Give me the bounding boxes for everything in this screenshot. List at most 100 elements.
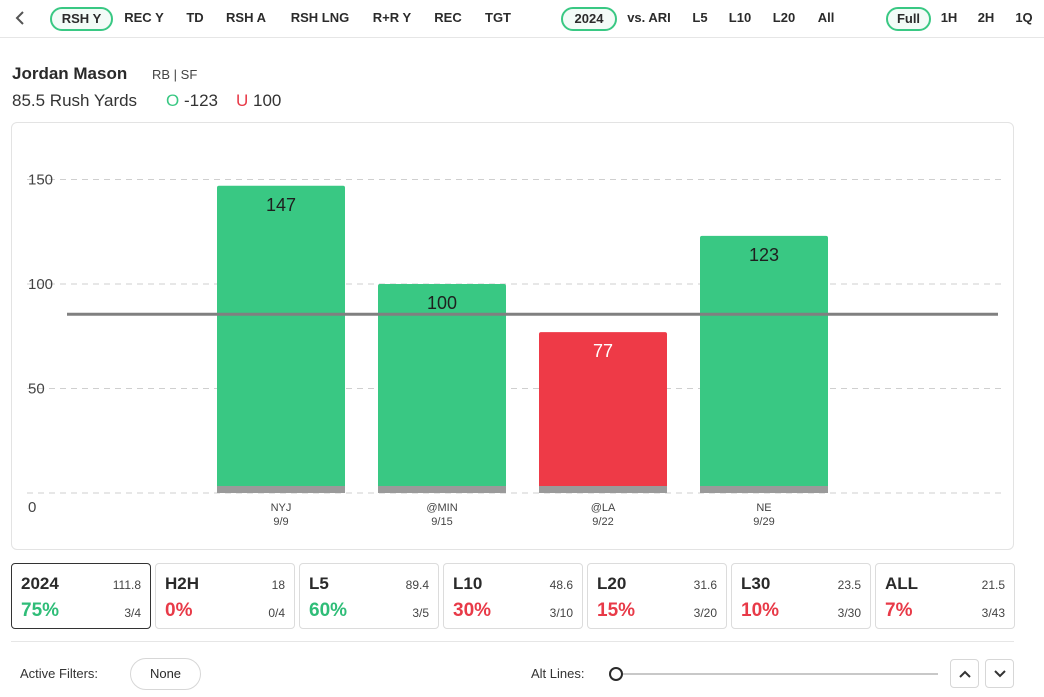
back-chevron-icon[interactable] — [10, 7, 30, 29]
bar-baseline — [217, 486, 345, 493]
x-category-label: @MIN — [426, 502, 457, 514]
stat-card-hit-rate: 60% — [309, 600, 348, 621]
alt-lines-slider-thumb[interactable] — [609, 667, 623, 681]
y-tick-label: 150 — [28, 172, 53, 189]
top-toolbar: RSH Y REC Y TD RSH A RSH LNG R+R Y REC T… — [0, 0, 1044, 38]
stat-card-fraction: 3/10 — [549, 606, 573, 620]
y-tick-label: 100 — [28, 276, 53, 293]
y-tick-label: 50 — [28, 381, 45, 398]
tab-r-plus-r-y[interactable]: R+R Y — [372, 10, 412, 25]
over-odds: O -123 — [166, 91, 218, 111]
under-odds: U 100 — [236, 91, 281, 111]
stat-card-hit-rate: 7% — [885, 600, 913, 621]
stat-card-l10[interactable]: L10 48.6 30% 3/10 — [443, 563, 583, 629]
x-date-label: 9/15 — [431, 516, 452, 528]
stat-card-all[interactable]: ALL 21.5 7% 3/43 — [875, 563, 1015, 629]
player-position-team: RB | SF — [152, 67, 198, 82]
x-category-label: @LA — [591, 502, 616, 514]
player-name: Jordan Mason — [12, 64, 128, 83]
stat-card-label: 2024 — [21, 574, 59, 593]
tab-td[interactable]: TD — [186, 10, 204, 25]
stat-card-hit-rate: 75% — [21, 600, 60, 621]
game-log-chart-card: 0 50 100 150 147 NYJ 9/9 100 @MIN 9/15 77 @LA 9/22 12… — [11, 122, 1014, 550]
stat-card-average: 18 — [271, 578, 285, 592]
stat-card-hit-rate: 30% — [453, 600, 492, 621]
stat-card-label: L5 — [309, 574, 329, 593]
bar-at-la — [539, 332, 667, 493]
chevron-down-icon — [993, 669, 1006, 677]
stat-card-hit-rate: 10% — [741, 600, 780, 621]
stat-card-2024[interactable]: 2024 111.8 75% 3/4 — [11, 563, 151, 629]
stat-card-hit-rate: 0% — [165, 600, 193, 621]
bar-baseline — [539, 486, 667, 493]
stat-card-label: ALL — [885, 574, 919, 593]
x-date-label: 9/29 — [753, 516, 774, 528]
bar-value-label: 123 — [749, 245, 779, 265]
y-tick-label: 0 — [28, 499, 36, 516]
stat-card-l5[interactable]: L5 89.4 60% 3/5 — [299, 563, 439, 629]
stat-card-fraction: 0/4 — [268, 606, 285, 620]
stat-card-label: H2H — [165, 574, 200, 593]
x-category-label: NE — [756, 502, 771, 514]
tab-rsh-y[interactable]: RSH Y — [50, 7, 113, 31]
tab-period-full[interactable]: Full — [886, 7, 931, 31]
bar-at-min — [378, 284, 506, 493]
tab-range-2024[interactable]: 2024 — [561, 7, 617, 31]
tab-rec[interactable]: REC — [434, 10, 462, 25]
stat-card-average: 48.6 — [549, 578, 573, 592]
x-category-label: NYJ — [271, 502, 292, 514]
alt-lines-slider-track[interactable] — [616, 673, 938, 675]
stat-card-fraction: 3/43 — [981, 606, 1005, 620]
stat-card-average: 23.5 — [837, 578, 861, 592]
alt-line-up-button[interactable] — [950, 659, 979, 688]
stat-card-label: L30 — [741, 574, 771, 593]
under-label: U — [236, 91, 249, 110]
tab-rsh-lng[interactable]: RSH LNG — [290, 10, 350, 25]
tab-period-1q[interactable]: 1Q — [1015, 10, 1033, 25]
tab-range-l5[interactable]: L5 — [692, 10, 708, 25]
stat-card-h2h[interactable]: H2H 18 0% 0/4 — [155, 563, 295, 629]
bar-baseline — [378, 486, 506, 493]
over-odds-value: -123 — [183, 91, 218, 110]
active-filters-label: Active Filters: — [20, 666, 99, 681]
stat-card-l30[interactable]: L30 23.5 10% 3/30 — [731, 563, 871, 629]
tab-range-l20[interactable]: L20 — [772, 10, 796, 25]
tab-period-1h[interactable]: 1H — [940, 10, 958, 25]
stat-card-fraction: 3/20 — [693, 606, 717, 620]
alt-line-down-button[interactable] — [985, 659, 1014, 688]
tab-period-2h[interactable]: 2H — [977, 10, 995, 25]
x-date-label: 9/9 — [273, 516, 288, 528]
bar-value-label: 147 — [266, 195, 296, 215]
tab-range-l10[interactable]: L10 — [728, 10, 752, 25]
active-filters-button[interactable]: None — [130, 658, 201, 690]
stat-card-average: 31.6 — [693, 578, 717, 592]
bar-ne — [700, 235, 828, 493]
chevron-up-icon — [958, 670, 971, 678]
game-log-bar-chart: 0 50 100 150 147 NYJ 9/9 100 @MIN 9/15 77 @LA 9/22 12… — [27, 172, 1002, 528]
stat-card-fraction: 3/4 — [124, 606, 141, 620]
under-odds-value: 100 — [253, 91, 282, 110]
section-divider — [11, 641, 1014, 642]
stat-card-label: L10 — [453, 574, 483, 593]
x-date-label: 9/22 — [592, 516, 613, 528]
prop-line: 85.5 Rush Yards — [12, 91, 138, 110]
bar-value-label: 100 — [427, 293, 457, 313]
over-label: O — [166, 91, 180, 110]
stat-card-average: 89.4 — [405, 578, 429, 592]
bar-value-label: 77 — [593, 341, 613, 361]
tab-range-all[interactable]: All — [817, 10, 835, 25]
stat-card-label: L20 — [597, 574, 627, 593]
tab-rec-y[interactable]: REC Y — [124, 10, 164, 25]
tab-tgt[interactable]: TGT — [485, 10, 511, 25]
stat-card-fraction: 3/30 — [837, 606, 861, 620]
bar-nyj — [217, 185, 345, 493]
stat-card-average: 21.5 — [981, 578, 1005, 592]
tab-range-vs-ari[interactable]: vs. ARI — [627, 10, 671, 25]
stat-card-average: 111.8 — [112, 578, 141, 592]
stat-card-hit-rate: 15% — [597, 600, 636, 621]
alt-lines-label: Alt Lines: — [531, 666, 585, 681]
bar-baseline — [700, 486, 828, 493]
stat-card-fraction: 3/5 — [412, 606, 429, 620]
tab-rsh-a[interactable]: RSH A — [226, 10, 266, 25]
stat-card-l20[interactable]: L20 31.6 15% 3/20 — [587, 563, 727, 629]
